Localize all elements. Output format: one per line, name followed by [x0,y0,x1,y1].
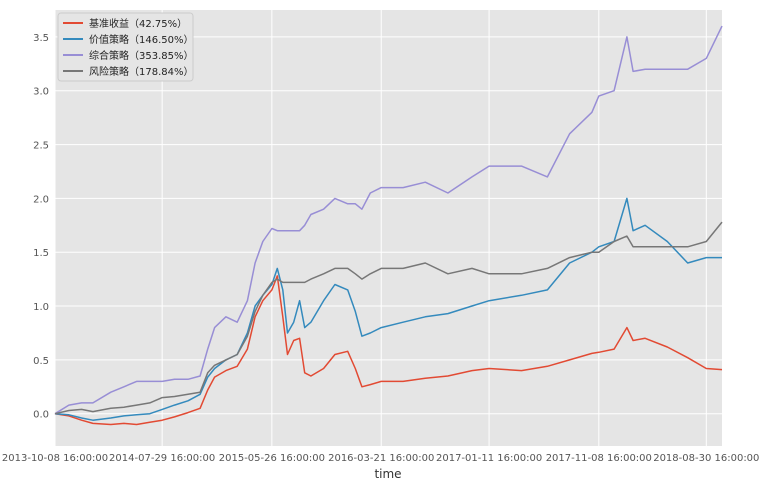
legend-entry-2: 综合策略（353.85%） [89,49,194,62]
series-line-0 [54,275,723,426]
legend-entry-0: 基准收益（42.75%） [89,17,187,30]
x-tick-label: 2015-05-26 16:00:00 [219,453,325,464]
x-tick-label: 2013-10-08 16:00:00 [2,453,108,464]
x-axis-label: time [374,467,401,481]
x-tick-label: 2018-08-30 16:00:00 [653,453,759,464]
legend-entry-3: 风险策略（178.84%） [89,65,194,78]
y-tick-labels: 0.0 0.5 1.0 1.5 2.0 2.5 3.0 3.5 [33,33,49,421]
series-line-1 [54,197,722,421]
y-tick-label: 0.0 [33,410,49,421]
series-line-2 [54,25,723,415]
x-tick-label: 2014-07-29 16:00:00 [109,453,215,464]
series-lines [54,25,723,426]
y-tick-label: 3.5 [33,33,49,44]
series-line-3 [54,221,723,415]
x-tick-label: 2016-03-21 16:00:00 [328,453,434,464]
y-tick-label: 0.5 [33,356,49,367]
legend-box [57,12,194,82]
x-tick-labels: 2013-10-08 16:00:00 2014-07-29 16:00:00 20… [2,453,760,464]
y-tick-label: 1.0 [33,302,49,313]
x-tick-label: 2017-11-08 16:00:00 [546,453,652,464]
y-tick-label: 2.5 [33,141,49,152]
x-tick-label: 2017-01-11 16:00:00 [436,453,542,464]
plot-background [55,10,722,446]
y-tick-label: 2.0 [33,194,49,205]
legend-entry-1: 价值策略（146.50%） [89,33,194,46]
y-tick-label: 1.5 [33,248,49,259]
y-tick-label: 3.0 [33,87,49,98]
legend: 基准收益（42.75%） 价值策略（146.50%） 综合策略（353.85%） 风险… [57,12,194,82]
